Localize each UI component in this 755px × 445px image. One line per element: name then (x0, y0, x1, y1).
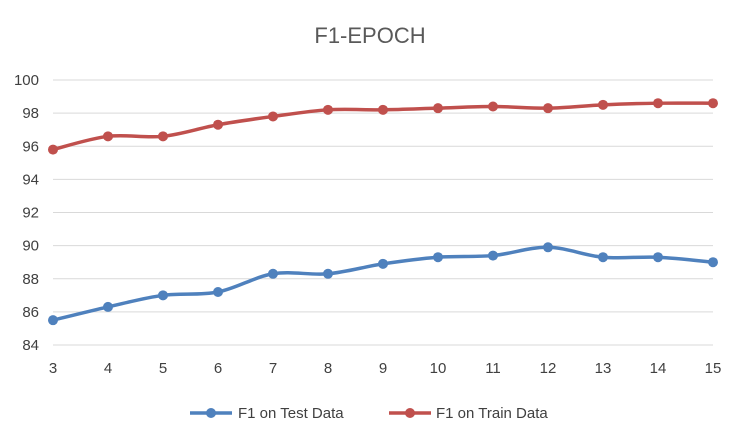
y-tick-label: 90 (22, 238, 39, 255)
y-tick-label: 86 (22, 304, 39, 321)
data-point (708, 98, 718, 109)
data-point (268, 268, 278, 279)
x-tick-label: 6 (214, 360, 222, 377)
data-point (378, 104, 388, 115)
series-layer (48, 98, 718, 326)
data-point (708, 257, 718, 268)
x-tick-label: 15 (705, 360, 722, 377)
y-tick-label: 98 (22, 105, 39, 122)
x-tick-label: 7 (269, 360, 277, 377)
data-point (323, 104, 333, 115)
x-tick-label: 9 (379, 360, 387, 377)
data-point (48, 315, 58, 326)
x-tick-label: 8 (324, 360, 332, 377)
x-tick-label: 3 (49, 360, 57, 377)
legend-label: F1 on Train Data (436, 405, 548, 422)
data-point (103, 301, 113, 312)
legend-item: F1 on Train Data (389, 405, 548, 422)
legend-marker (206, 408, 216, 418)
chart-title: F1-EPOCH (314, 23, 425, 48)
data-point (598, 252, 608, 263)
data-point (213, 119, 223, 130)
legend: F1 on Test Data F1 on Train Data (190, 405, 548, 422)
y-tick-label: 100 (14, 72, 39, 89)
legend-item: F1 on Test Data (190, 405, 344, 422)
data-point (433, 103, 443, 114)
data-point (158, 131, 168, 142)
x-tick-label: 13 (595, 360, 612, 377)
series-test (48, 242, 718, 326)
data-point (48, 144, 58, 155)
data-point (158, 290, 168, 301)
data-point (103, 131, 113, 142)
x-tick-label: 14 (650, 360, 667, 377)
gridlines (53, 79, 713, 346)
series-line (52, 245, 714, 322)
y-tick-label: 92 (22, 205, 39, 222)
data-point (378, 258, 388, 269)
legend-marker (405, 408, 415, 418)
x-tick-label: 10 (430, 360, 447, 377)
data-point (488, 250, 498, 261)
data-point (653, 98, 663, 109)
data-point (213, 287, 223, 297)
series-train (48, 98, 718, 155)
y-tick-label: 88 (22, 271, 39, 288)
data-point (653, 252, 663, 263)
y-tick-label: 96 (22, 138, 39, 155)
y-tick-label: 94 (22, 171, 39, 188)
data-point (598, 99, 608, 110)
y-tick-label: 84 (22, 337, 39, 354)
data-point (433, 252, 443, 263)
x-tick-label: 5 (159, 360, 167, 377)
data-point (323, 268, 333, 279)
y-axis-ticks: 84 86 88 90 92 94 96 98 100 (14, 72, 39, 354)
x-tick-label: 11 (485, 360, 501, 377)
data-point (543, 242, 553, 253)
data-point (488, 101, 498, 112)
data-point (268, 111, 278, 122)
x-tick-label: 4 (104, 360, 112, 377)
x-tick-label: 12 (540, 360, 557, 377)
legend-label: F1 on Test Data (238, 405, 344, 422)
x-axis-ticks: 3 4 5 6 7 8 9 10 11 12 13 14 15 (49, 360, 722, 377)
data-point (543, 103, 553, 114)
